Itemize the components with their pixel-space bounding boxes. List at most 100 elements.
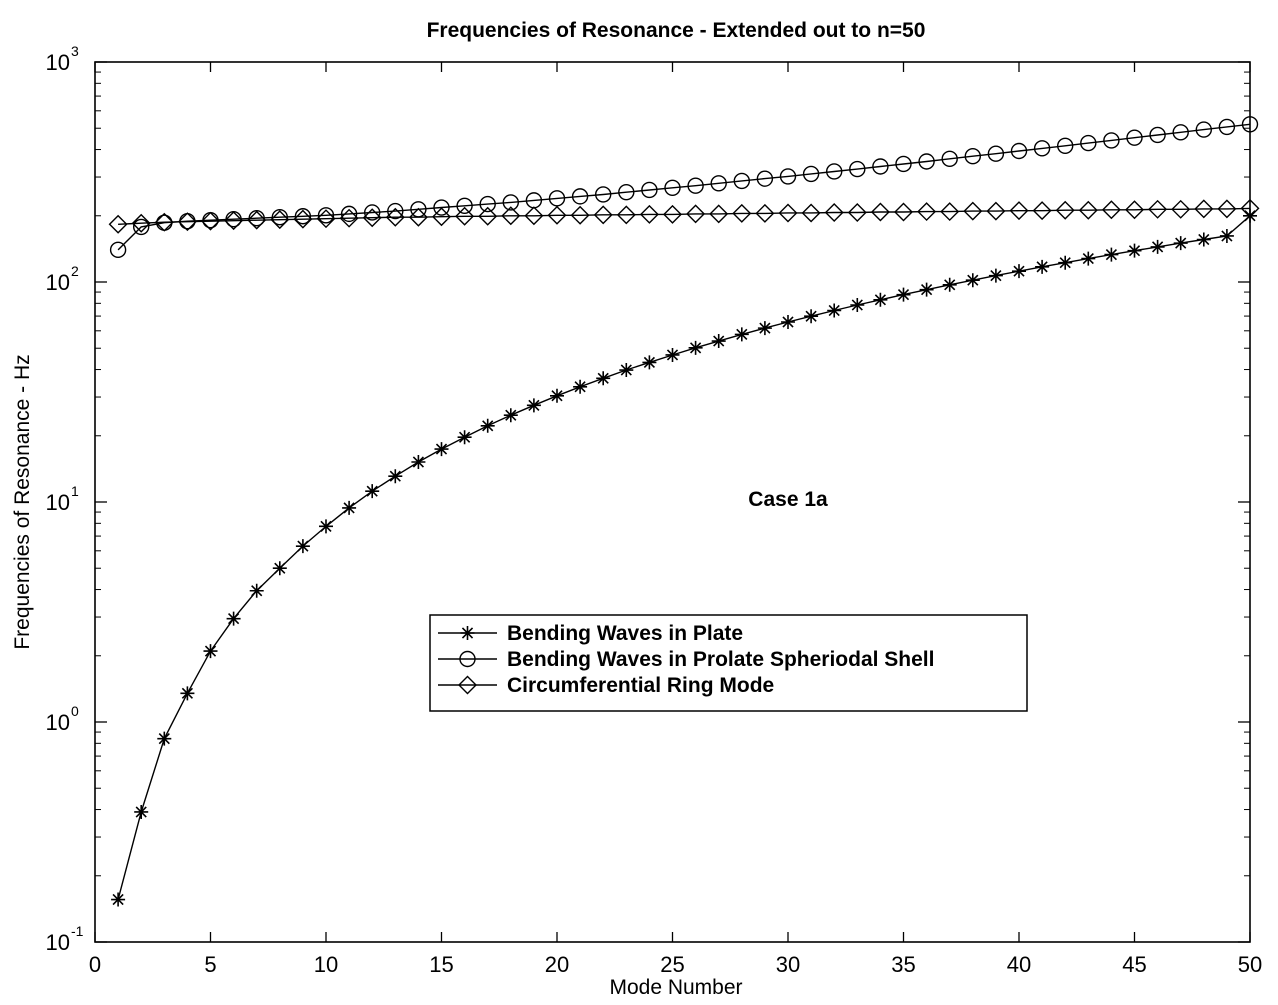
- data-point-diamond: [131, 213, 151, 233]
- data-point-circle: [317, 207, 335, 224]
- data-point-circle: [687, 177, 704, 194]
- data-point-diamond: [963, 201, 983, 221]
- series-lines: [117, 123, 1251, 900]
- legend-label: Circumferential Ring Mode: [507, 674, 774, 697]
- data-point-diamond: [593, 205, 613, 225]
- data-point-diamond: [570, 205, 590, 225]
- x-tick-label: 15: [429, 952, 453, 977]
- data-point-diamond: [1032, 201, 1052, 221]
- data-point-circle: [1149, 126, 1166, 144]
- data-point-circle: [571, 188, 589, 205]
- data-point-asterisk: [526, 398, 541, 413]
- data-point-circle: [779, 168, 797, 185]
- legend-label: Bending Waves in Prolate Spheriodal Shel…: [507, 648, 934, 671]
- data-point-diamond: [362, 208, 382, 228]
- data-point-asterisk: [942, 277, 957, 292]
- data-point-asterisk: [1081, 251, 1096, 266]
- data-point-asterisk: [827, 303, 842, 318]
- y-tick-label: 10 1: [46, 483, 79, 515]
- data-point-diamond: [1148, 199, 1168, 219]
- data-point-asterisk: [550, 388, 564, 403]
- data-point-asterisk: [873, 292, 888, 307]
- data-point-diamond: [339, 208, 359, 228]
- data-point-asterisk: [781, 314, 795, 329]
- data-point-diamond: [986, 201, 1006, 221]
- data-point-diamond: [1009, 201, 1029, 221]
- x-axis-label: Mode Number: [609, 976, 742, 999]
- data-point-asterisk: [711, 334, 726, 349]
- series-markers: [108, 116, 1260, 907]
- data-point-diamond: [501, 206, 521, 226]
- data-point-asterisk: [1127, 243, 1142, 258]
- data-point-circle: [918, 153, 935, 170]
- data-point-diamond: [524, 206, 544, 226]
- data-point-circle: [849, 160, 866, 178]
- data-point-asterisk: [157, 731, 172, 746]
- data-point-asterisk: [919, 282, 934, 297]
- data-point-circle: [1172, 124, 1189, 141]
- data-point-asterisk: [596, 371, 611, 386]
- chart-title: Frequencies of Resonance - Extended out …: [427, 19, 926, 42]
- data-point-diamond: [455, 206, 475, 226]
- data-point-diamond: [177, 212, 197, 232]
- data-point-circle: [941, 150, 958, 168]
- data-point-asterisk: [1219, 228, 1234, 243]
- data-point-diamond: [940, 202, 960, 222]
- y-tick-exponent: 3: [71, 43, 79, 59]
- data-point-asterisk: [1035, 259, 1050, 274]
- data-point-asterisk: [342, 500, 357, 515]
- data-point-asterisk: [272, 561, 287, 576]
- legend-item-diamond: Circumferential Ring Mode: [438, 674, 774, 697]
- data-point-circle: [595, 186, 612, 203]
- y-tick-label: 10 3: [46, 43, 79, 75]
- data-point-circle: [710, 175, 727, 192]
- y-axis-label: Frequencies of Resonance - Hz: [11, 354, 34, 649]
- data-point-circle: [479, 195, 496, 213]
- data-point-diamond: [709, 204, 729, 224]
- data-point-diamond: [847, 202, 867, 222]
- data-point-circle: [1080, 134, 1097, 152]
- x-tick-label: 35: [891, 952, 915, 977]
- data-point-diamond: [616, 205, 636, 225]
- data-point-diamond: [316, 209, 336, 229]
- data-point-diamond: [270, 210, 290, 230]
- data-point-diamond: [1217, 199, 1237, 219]
- data-point-circle: [433, 199, 450, 216]
- data-point-asterisk: [734, 327, 749, 342]
- data-point-diamond: [432, 207, 451, 227]
- y-tick-base: 10: [46, 710, 70, 735]
- data-point-asterisk: [480, 418, 495, 433]
- data-point-circle: [387, 202, 404, 220]
- data-point-asterisk: [688, 340, 703, 355]
- data-point-diamond: [639, 204, 659, 224]
- legend-marker-asterisk: [460, 626, 475, 640]
- legend-box: [429, 614, 1028, 712]
- plot-frame: [94, 61, 1251, 943]
- legend-marker-circle: [459, 650, 476, 668]
- data-point-asterisk: [180, 686, 195, 701]
- data-point-diamond: [870, 202, 890, 222]
- data-point-circle: [641, 181, 658, 199]
- data-point-circle: [1103, 132, 1120, 149]
- plot-area: [94, 61, 1260, 943]
- data-point-diamond: [108, 214, 128, 234]
- data-point-asterisk: [503, 408, 518, 423]
- data-point-diamond: [801, 203, 821, 223]
- data-point-diamond: [154, 212, 174, 232]
- data-point-diamond: [663, 204, 682, 224]
- data-point-diamond: [917, 202, 937, 222]
- data-point-diamond: [385, 207, 405, 227]
- data-point-circle: [502, 194, 519, 211]
- x-tick-label: 25: [660, 952, 684, 977]
- data-point-circle: [271, 209, 288, 226]
- y-tick-exponent: 0: [71, 703, 79, 719]
- data-point-asterisk: [757, 321, 772, 336]
- data-point-diamond: [408, 207, 428, 227]
- data-point-circle: [456, 197, 473, 215]
- data-point-circle: [1126, 129, 1143, 146]
- data-point-asterisk: [1012, 264, 1026, 279]
- x-tick-label: 20: [545, 952, 569, 977]
- data-point-diamond: [224, 211, 244, 231]
- data-point-asterisk: [965, 273, 980, 288]
